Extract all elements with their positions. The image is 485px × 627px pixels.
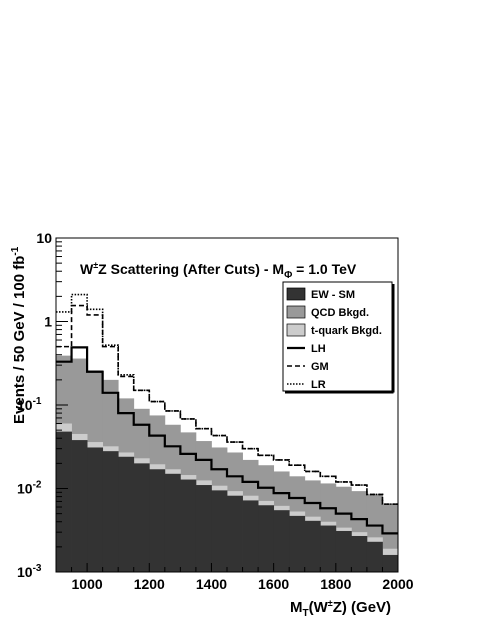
- bar-ew-sm-1950: [382, 554, 399, 572]
- stacked-fills: [56, 355, 399, 572]
- ylabel-main: Events / 50 GeV / 100 fb: [11, 256, 28, 424]
- x-tick-label-1800: 1800: [320, 576, 351, 592]
- x-tick-label-2000: 2000: [382, 576, 413, 592]
- legend-swatch: [286, 305, 306, 319]
- bar-ew-sm-1850: [351, 535, 368, 572]
- bar-ew-sm-1100: [118, 456, 135, 572]
- title-rest2: = 1.0 TeV: [292, 261, 357, 277]
- legend-label: GM: [311, 361, 329, 373]
- title-pm: ±: [93, 260, 98, 270]
- legend-label: t-quark Bkgd.: [311, 325, 382, 337]
- y-tick-label: 10: [36, 230, 52, 246]
- bar-ew-sm-1550: [258, 505, 275, 572]
- bar-ew-sm-1450: [227, 495, 243, 572]
- xlabel-m: M: [290, 599, 303, 616]
- x-tick-label-1200: 1200: [134, 576, 165, 592]
- x-tick-label-1600: 1600: [258, 576, 289, 592]
- y-tick-label: 10-3: [17, 563, 42, 580]
- bar-ew-sm-1700: [304, 520, 321, 572]
- xlabel-close: Z) (GeV): [333, 599, 391, 616]
- legend-item-t-quark-bkgd: t-quark Bkgd.: [286, 323, 382, 337]
- series-line-lr: [56, 293, 398, 505]
- bar-ew-sm-1900: [366, 541, 383, 572]
- legend-label: QCD Bkgd.: [311, 307, 369, 319]
- bar-ew-sm-1150: [133, 463, 150, 572]
- legend-swatch: [286, 323, 306, 337]
- bar-ew-sm-1750: [320, 525, 337, 572]
- legend-label: LH: [311, 343, 326, 355]
- legend-item-lr: LR: [287, 379, 326, 391]
- bar-ew-sm-1650: [289, 515, 306, 572]
- title-rest1: Z Scattering (After Cuts) - M: [98, 261, 284, 277]
- y-tick-label: 10-1: [17, 396, 42, 413]
- legend-label: LR: [311, 379, 326, 391]
- bar-ew-sm-1500: [242, 500, 259, 572]
- x-axis: 1000 1200 1400 1600 1800 2000: [55, 563, 414, 592]
- xlabel-t: T: [303, 608, 309, 619]
- bar-ew-sm-1350: [195, 485, 212, 572]
- y-axis-title: Events / 50 GeV / 100 fb-1: [10, 246, 28, 424]
- legend-swatch: [286, 287, 306, 301]
- legend: EW - SM QCD Bkgd. t-quark Bkgd. LH GM LR: [282, 281, 395, 394]
- bar-ew-sm-1000: [87, 447, 104, 572]
- bar-ew-sm-1400: [211, 490, 228, 572]
- bar-ew-sm-1800: [335, 530, 352, 572]
- x-tick-label-1000: 1000: [72, 576, 103, 592]
- legend-items: EW - SM QCD Bkgd. t-quark Bkgd. LH GM LR: [286, 287, 382, 391]
- legend-item-qcd-bkgd: QCD Bkgd.: [286, 305, 369, 319]
- bar-ew-sm-1250: [164, 473, 181, 572]
- xlabel-pm: ±: [328, 598, 333, 608]
- x-axis-title: MT(W±Z) (GeV): [290, 598, 391, 619]
- legend-item-lh: LH: [287, 343, 326, 355]
- legend-label: EW - SM: [311, 289, 355, 301]
- title-phi: Φ: [284, 270, 292, 281]
- signal-lines: [56, 293, 398, 535]
- y-tick-label: 1: [44, 314, 52, 330]
- title-w: W: [80, 261, 94, 277]
- xlabel-open: (W: [309, 599, 329, 616]
- bar-ew-sm-1600: [273, 510, 290, 572]
- bar-ew-sm-1200: [149, 469, 166, 572]
- y-tick-label: 10-2: [17, 480, 42, 497]
- plot-frame: [55, 237, 399, 573]
- bar-ew-sm-950: [71, 440, 88, 572]
- series-line-lh: [56, 346, 398, 535]
- bar-ew-sm-1050: [102, 451, 119, 572]
- legend-item-ew-sm: EW - SM: [286, 287, 355, 301]
- legend-item-gm: GM: [287, 361, 329, 373]
- chart-title: W±Z Scattering (After Cuts) - MΦ = 1.0 T…: [80, 260, 357, 281]
- ylabel-sup: -1: [10, 246, 21, 255]
- bar-ew-sm-1300: [180, 479, 197, 572]
- bar-ew-sm-900: [56, 431, 72, 572]
- x-tick-label-1400: 1400: [196, 576, 227, 592]
